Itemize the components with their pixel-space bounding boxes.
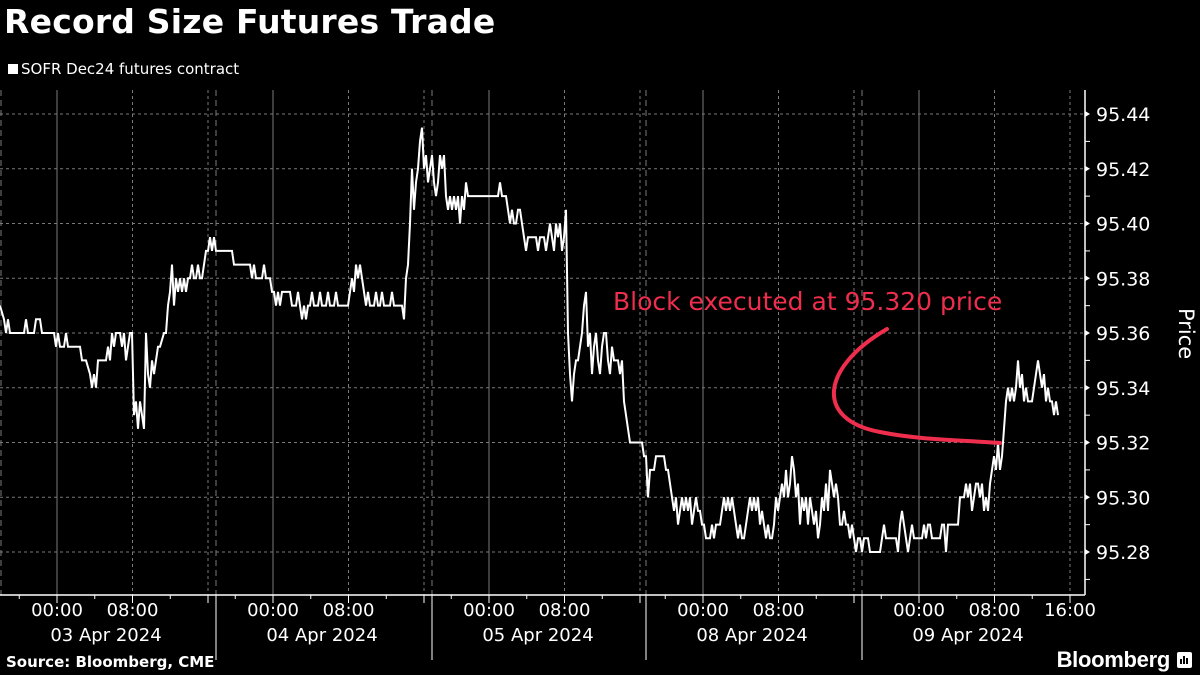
svg-text:95.40: 95.40 xyxy=(1096,214,1150,236)
svg-text:00:00: 00:00 xyxy=(677,600,729,621)
annotation-arrow xyxy=(832,327,1002,445)
svg-text:08:00: 08:00 xyxy=(539,600,591,621)
legend-swatch xyxy=(8,64,18,74)
price-line xyxy=(0,127,1059,553)
bar-chart-icon xyxy=(1177,652,1192,668)
svg-text:95.34: 95.34 xyxy=(1096,378,1150,400)
svg-text:95.36: 95.36 xyxy=(1096,323,1150,345)
source-note: Source: Bloomberg, CME xyxy=(6,653,215,671)
brand-name: Bloomberg xyxy=(1056,647,1171,672)
annotation-text: Block executed at 95.320 price xyxy=(613,287,1003,316)
svg-text:08:00: 08:00 xyxy=(107,600,159,621)
svg-text:95.32: 95.32 xyxy=(1096,433,1150,455)
svg-text:95.28: 95.28 xyxy=(1096,542,1150,564)
y-axis: 95.28 95.30 95.32 95.34 95.36 95.38 95.40 95.42… xyxy=(1084,90,1150,595)
svg-text:00:00: 00:00 xyxy=(893,600,945,621)
svg-text:08:00: 08:00 xyxy=(969,600,1021,621)
svg-text:95.44: 95.44 xyxy=(1096,104,1150,126)
svg-text:00:00: 00:00 xyxy=(31,600,83,621)
grid-lines xyxy=(0,90,1085,595)
y-axis-label: Price xyxy=(1174,308,1198,360)
svg-text:09 Apr 2024: 09 Apr 2024 xyxy=(912,625,1023,646)
svg-text:05 Apr 2024: 05 Apr 2024 xyxy=(482,625,593,646)
svg-text:16:00: 16:00 xyxy=(1044,600,1096,621)
svg-text:08 Apr 2024: 08 Apr 2024 xyxy=(696,625,807,646)
bloomberg-logo: Bloomberg xyxy=(1057,647,1192,673)
svg-text:08:00: 08:00 xyxy=(323,600,375,621)
x-axis: 00:00 08:00 03 Apr 2024 00:00 08:00 04 Apr 20… xyxy=(0,594,1096,660)
svg-text:95.38: 95.38 xyxy=(1096,268,1150,290)
legend: SOFR Dec24 futures contract xyxy=(8,60,239,78)
svg-text:04 Apr 2024: 04 Apr 2024 xyxy=(266,625,377,646)
svg-text:95.30: 95.30 xyxy=(1096,487,1150,509)
svg-text:95.42: 95.42 xyxy=(1096,159,1150,181)
legend-label: SOFR Dec24 futures contract xyxy=(21,60,240,78)
svg-text:00:00: 00:00 xyxy=(247,600,299,621)
svg-text:08:00: 08:00 xyxy=(753,600,805,621)
chart-title: Record Size Futures Trade xyxy=(4,2,496,41)
svg-text:00:00: 00:00 xyxy=(463,600,515,621)
svg-text:03 Apr 2024: 03 Apr 2024 xyxy=(50,625,161,646)
